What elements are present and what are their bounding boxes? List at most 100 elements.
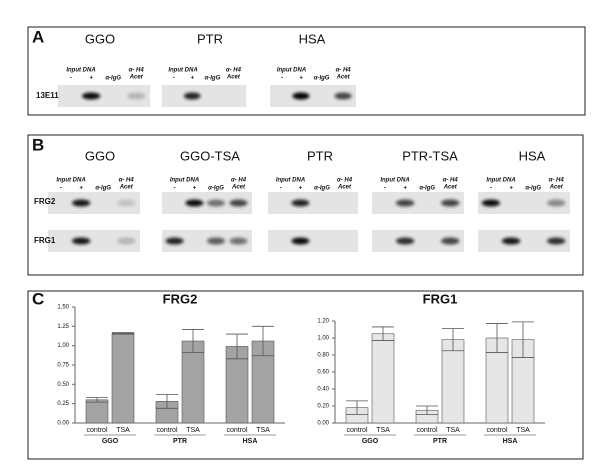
y-tick-label: 0.75 — [57, 363, 69, 369]
category-label: TSA — [186, 427, 200, 434]
lane-label: Acet — [129, 75, 144, 81]
error-bar — [86, 397, 108, 403]
error-bar — [346, 400, 368, 415]
gel-image — [48, 230, 140, 252]
error-bar — [512, 321, 534, 358]
lane-label: α- H4 — [549, 178, 565, 184]
y-tick-label: 0.20 — [317, 404, 329, 410]
category-label: TSA — [516, 427, 530, 434]
lane-label: Input DNA — [170, 178, 199, 184]
lane-label: + — [509, 186, 513, 192]
category-label: control — [86, 427, 107, 434]
error-bar — [252, 325, 274, 357]
lane-label: Input DNA — [277, 68, 306, 74]
category-label: control — [416, 427, 437, 434]
species-label: HSA — [299, 31, 326, 46]
error-bar — [112, 332, 134, 335]
gel-band — [117, 199, 136, 207]
lane-label: Input DNA — [276, 178, 305, 184]
bar — [441, 339, 465, 424]
lane-label: α-IgG — [314, 186, 330, 192]
gel-image — [268, 192, 358, 214]
lane-label: Input DNA — [486, 178, 515, 184]
gel-band — [441, 199, 460, 207]
lane-label: Acet — [119, 185, 134, 191]
gel-band — [229, 199, 248, 207]
lane-label: α-IgG — [95, 186, 111, 192]
gel-band — [547, 237, 566, 245]
gel-image — [478, 230, 570, 252]
lane-label: Input DNA — [168, 68, 197, 74]
category-label: control — [346, 427, 367, 434]
y-tick-label: 0.60 — [317, 370, 329, 376]
lane-label: + — [403, 186, 407, 192]
lane-label: Acet — [549, 185, 564, 191]
group-label: GGO — [102, 438, 119, 445]
gel-band — [117, 237, 136, 245]
category-label: TSA — [446, 427, 460, 434]
gel-band — [207, 237, 225, 245]
gel-band — [291, 199, 310, 207]
gel-band — [292, 92, 310, 100]
error-bar — [486, 323, 508, 353]
y-tick-label: 1.00 — [57, 343, 69, 349]
category-label: TSA — [116, 427, 130, 434]
row-label: FRG2 — [34, 197, 56, 206]
y-tick-label: 0.25 — [57, 401, 69, 407]
group-label: GGO — [362, 438, 379, 445]
y-tick-label: 0.00 — [317, 421, 329, 427]
error-bar — [226, 333, 248, 360]
lane-label: + — [79, 186, 83, 192]
gel-image — [268, 230, 358, 252]
lane-label: Acet — [226, 75, 241, 81]
gel-band — [71, 199, 91, 207]
lane-label: - — [70, 76, 72, 82]
gel-image — [270, 85, 356, 107]
gel-band — [127, 92, 146, 100]
gel-band — [183, 92, 201, 100]
panel-letter: B — [32, 135, 44, 154]
lane-label: + — [89, 76, 93, 82]
lane-label: α- H4 — [119, 178, 135, 184]
species-label: GGO — [85, 148, 115, 163]
lane-label: α- H4 — [129, 68, 145, 74]
lane-label: α-IgG — [314, 76, 330, 82]
group-label: HSA — [503, 438, 518, 445]
gel-band — [185, 199, 204, 207]
lane-label: α-IgG — [105, 76, 121, 82]
panel-letter: C — [32, 289, 44, 308]
lane-label: α-IgG — [419, 186, 435, 192]
species-label: PTR-TSA — [402, 148, 458, 163]
y-tick-label: 0.40 — [317, 387, 329, 393]
lane-label: α- H4 — [231, 178, 247, 184]
row-label: FRG1 — [34, 236, 56, 245]
panel-a-frame — [27, 26, 586, 116]
gel-band — [229, 237, 248, 245]
panel-letter: A — [32, 27, 44, 46]
gel-image — [372, 192, 464, 214]
gel-image — [48, 192, 140, 214]
species-label: GGO — [85, 31, 115, 46]
lane-label: + — [193, 186, 197, 192]
species-label: HSA — [519, 148, 546, 163]
error-bar — [442, 328, 464, 352]
lane-label: α- H4 — [336, 68, 352, 74]
lane-label: Acet — [337, 185, 352, 191]
chart-title: FRG1 — [423, 291, 458, 306]
gel-band — [207, 199, 225, 207]
gel-image — [372, 230, 464, 252]
panel-b-frame — [27, 134, 584, 276]
lane-label: - — [173, 76, 175, 82]
y-tick-label: 1.20 — [317, 319, 329, 325]
lane-label: α-IgG — [525, 186, 541, 192]
lane-label: - — [174, 186, 176, 192]
species-label: PTR — [197, 31, 223, 46]
category-label: control — [156, 427, 177, 434]
lane-label: α-IgG — [208, 186, 224, 192]
gel-image — [162, 85, 246, 107]
lane-label: α-IgG — [205, 76, 221, 82]
bar — [85, 399, 109, 424]
lane-label: - — [280, 186, 282, 192]
lane-label: + — [190, 76, 194, 82]
error-bar — [182, 329, 204, 354]
